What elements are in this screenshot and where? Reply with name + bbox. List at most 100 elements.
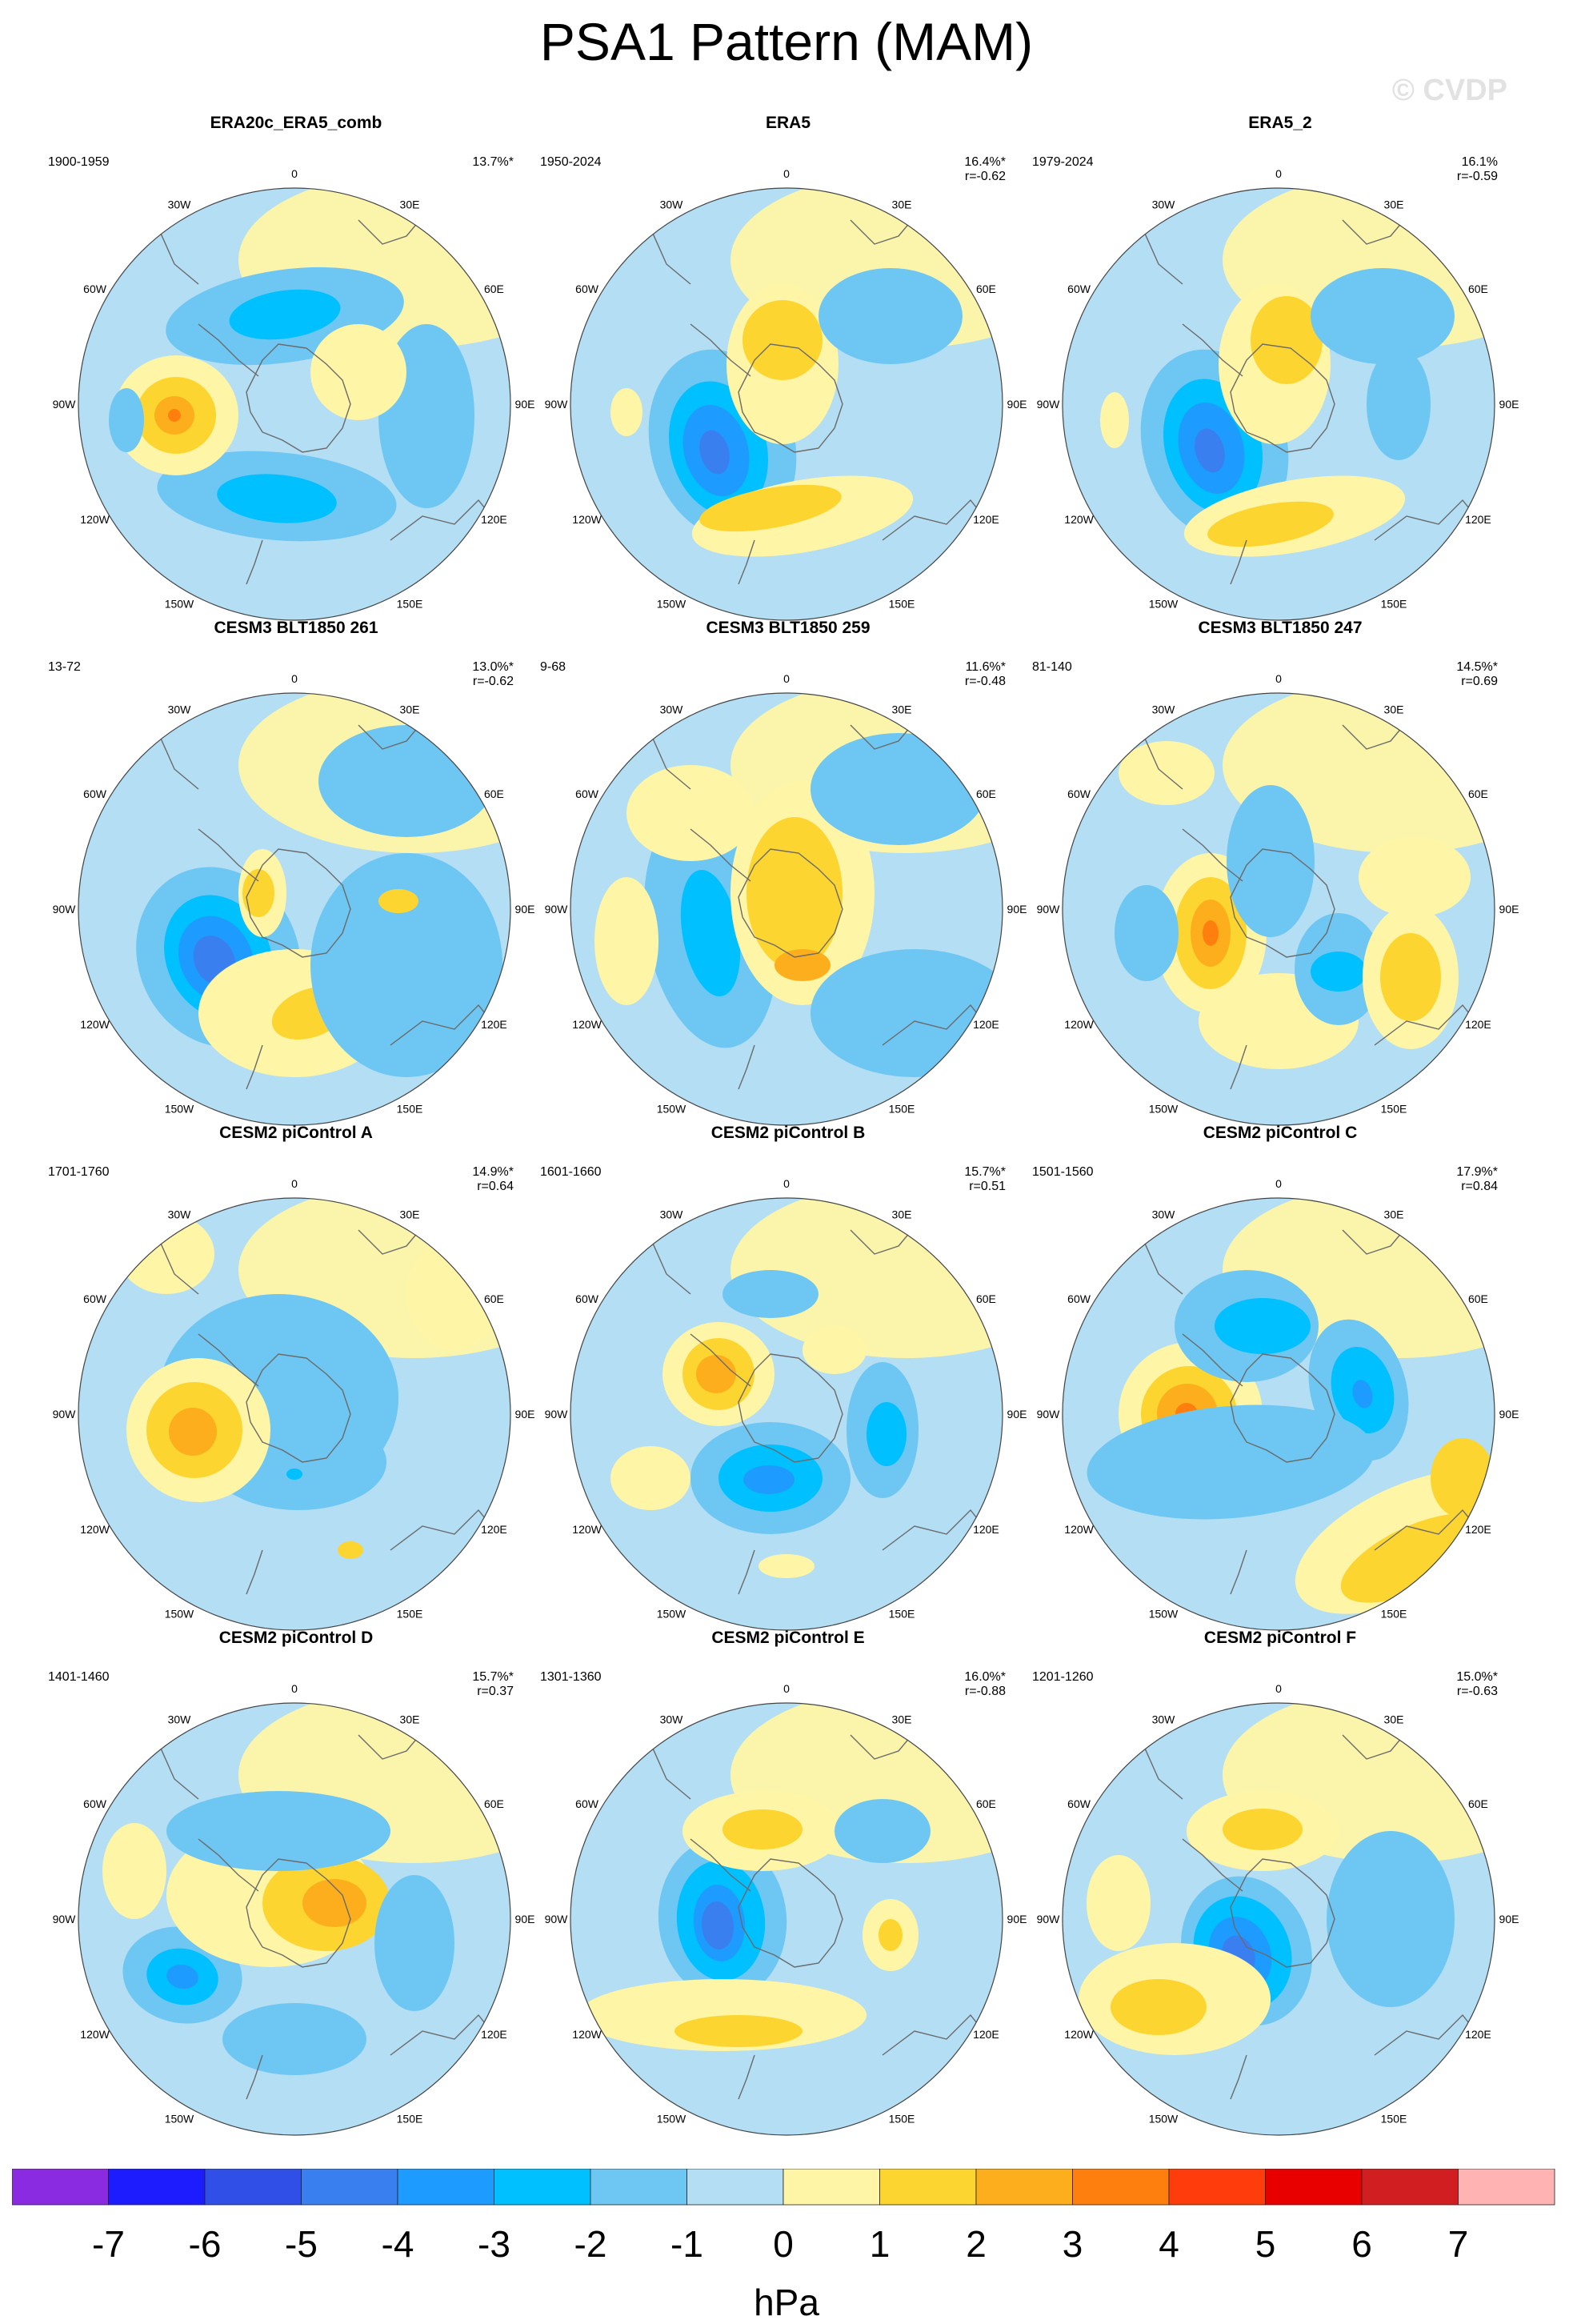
- contour-blob: [1207, 501, 1334, 547]
- contour-blob: [310, 853, 502, 1077]
- contour-blob: [819, 268, 963, 364]
- longitude-label: 60E: [976, 1292, 996, 1305]
- pattern-correlation: r=0.51: [969, 1180, 1006, 1193]
- contour-blob: [1087, 1404, 1375, 1520]
- colorbar-swatch: [1458, 2169, 1555, 2206]
- variance-explained: 13.7%*: [472, 155, 514, 169]
- variance-explained: 15.0%*: [1456, 1670, 1498, 1684]
- longitude-label: 30E: [892, 1208, 912, 1221]
- colorbar-tick-label: 1: [870, 2223, 891, 2265]
- longitude-label: 150W: [165, 597, 194, 610]
- longitude-label: 0: [291, 1682, 298, 1695]
- panel-period: 1201-1260: [1032, 1670, 1094, 1684]
- longitude-label: 120W: [80, 1018, 110, 1031]
- contour-blob: [310, 324, 406, 420]
- longitude-label: 120E: [1465, 1523, 1491, 1536]
- longitude-label: 150W: [1149, 1102, 1179, 1115]
- contour-blob: [746, 817, 843, 969]
- contour-blob: [722, 1270, 819, 1318]
- polar-map: 030E60E90E120E150E180150W120W90W60W30W: [53, 1682, 534, 2136]
- contour-blob: [835, 1799, 931, 1863]
- contour-blob: [811, 949, 1003, 1077]
- longitude-label: 150E: [397, 597, 423, 610]
- longitude-label: 60W: [575, 1292, 599, 1305]
- map-panel: 030E60E90E120E150E180150W120W90W60W30WCE…: [532, 619, 1044, 1131]
- pattern-correlation: r=-0.59: [1456, 170, 1498, 183]
- colorbar-swatch: [1168, 2169, 1266, 2206]
- map-panel: 030E60E90E120E150E180150W120W90W60W30WCE…: [532, 1629, 1044, 2141]
- longitude-label: 90E: [1007, 1913, 1027, 1925]
- contour-blob: [109, 388, 144, 452]
- variance-explained: 16.1%: [1461, 155, 1498, 169]
- polar-map: 030E60E90E120E150E180150W120W90W60W30W: [1037, 1177, 1519, 1631]
- polar-map: 030E60E90E120E150E180150W120W90W60W30W: [53, 672, 535, 1126]
- longitude-label: 30E: [892, 703, 912, 716]
- pattern-correlation: r=-0.48: [964, 675, 1006, 688]
- contour-blob: [674, 2015, 803, 2047]
- contour-blob: [102, 1823, 166, 1919]
- contour-blob: [1203, 920, 1219, 946]
- contour-blob: [1367, 348, 1431, 460]
- map-border: [1062, 1197, 1495, 1631]
- panel-stats: 14.5%* r=0.69: [1456, 660, 1498, 689]
- longitude-label: 120W: [572, 1523, 602, 1536]
- longitude-label: 150W: [165, 1607, 194, 1620]
- map-border: [78, 1702, 511, 2136]
- contour-blob: [680, 869, 741, 997]
- longitude-label: 120W: [80, 2028, 110, 2041]
- panel-period: 1950-2024: [540, 155, 602, 169]
- longitude-label: 90E: [515, 398, 535, 411]
- longitude-label: 120W: [572, 2028, 602, 2041]
- longitude-label: 90W: [53, 903, 77, 916]
- longitude-label: 90E: [515, 903, 535, 916]
- contour-blob: [1115, 885, 1179, 981]
- longitude-label: 90W: [53, 398, 77, 411]
- panel-title: ERA5_2: [1248, 114, 1312, 132]
- map-border: [78, 187, 511, 621]
- field-contours: [570, 1198, 1003, 1630]
- contour-blob: [696, 1355, 736, 1393]
- pattern-correlation: r=0.37: [477, 1685, 514, 1698]
- polar-map: 030E60E90E120E150E180150W120W90W60W30W: [53, 1177, 534, 1631]
- panel-stats: 13.7%*: [472, 155, 514, 170]
- longitude-label: 30E: [400, 703, 420, 716]
- variance-explained: 16.0%*: [964, 1670, 1006, 1684]
- map-border: [570, 1197, 1003, 1631]
- longitude-label: 60E: [1468, 1292, 1488, 1305]
- panel-stats: 11.6%* r=-0.48: [965, 660, 1006, 689]
- map-border: [1062, 1702, 1495, 2136]
- contour-blob: [166, 1964, 198, 1989]
- colorbar-swatch: [12, 2169, 109, 2206]
- colorbar-tick-label: 4: [1159, 2223, 1179, 2265]
- longitude-label: 60W: [83, 1797, 107, 1810]
- longitude-label: 90E: [1007, 1408, 1027, 1420]
- panel-period: 1979-2024: [1032, 155, 1094, 169]
- contour-blob: [610, 1446, 690, 1510]
- panel-period: 9-68: [540, 660, 566, 674]
- contour-blob: [1311, 952, 1367, 992]
- longitude-label: 120E: [973, 1523, 999, 1536]
- longitude-label: 30E: [1384, 198, 1404, 211]
- longitude-label: 30E: [1384, 1713, 1404, 1726]
- longitude-label: 120E: [481, 513, 507, 526]
- panel-title: ERA5: [765, 114, 811, 132]
- colorbar-swatch: [1265, 2169, 1363, 2206]
- longitude-label: 60W: [83, 1292, 107, 1305]
- colorbar-swatch: [782, 2169, 880, 2206]
- longitude-label: 60E: [1468, 282, 1488, 295]
- contour-blob: [1380, 933, 1441, 1021]
- contour-blob: [1100, 392, 1129, 448]
- longitude-label: 90W: [1037, 903, 1061, 916]
- contour-blob: [1087, 1855, 1151, 1951]
- longitude-label: 120E: [1465, 513, 1491, 526]
- longitude-label: 150E: [397, 2112, 423, 2125]
- longitude-label: 60W: [575, 1797, 599, 1810]
- watermark: © CVDP: [1391, 74, 1507, 107]
- colorbar-swatch: [975, 2169, 1073, 2206]
- longitude-label: 60E: [976, 282, 996, 295]
- polar-map: 030E60E90E120E150E180150W120W90W60W30W: [545, 1177, 1027, 1631]
- polar-map: 030E60E90E120E150E180150W120W90W60W30W: [545, 1682, 1027, 2136]
- map-panel: 030E60E90E120E150E180150W120W90W60W30WCE…: [532, 1124, 1044, 1636]
- longitude-label: 120E: [481, 1523, 507, 1536]
- longitude-label: 60E: [976, 1797, 996, 1810]
